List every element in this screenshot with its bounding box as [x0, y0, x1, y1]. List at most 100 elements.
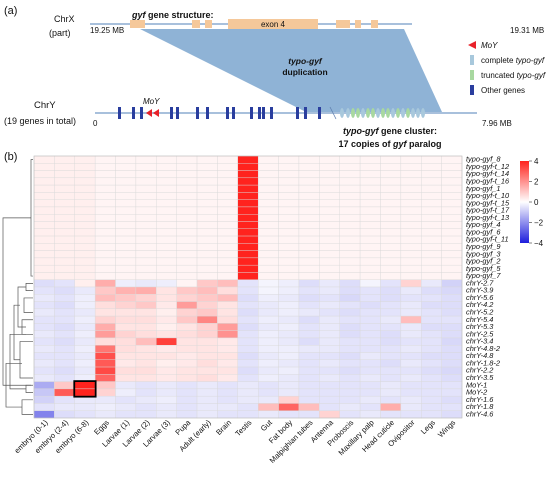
heatmap-cell: [319, 257, 340, 266]
heatmap-cell: [135, 395, 157, 404]
heatmap-cell: [33, 294, 55, 302]
heatmap-cell: [298, 192, 320, 200]
heatmap-cell: [217, 294, 239, 302]
heatmap-cell: [94, 199, 116, 208]
heatmap-cell: [257, 206, 279, 215]
heatmap-cell: [115, 170, 137, 179]
heatmap-cell: [74, 250, 96, 259]
heatmap-cell: [196, 264, 218, 273]
heatmap-cell: [339, 359, 361, 368]
heatmap-cell: [156, 163, 177, 171]
heatmap-cell: [400, 199, 422, 208]
heatmap-cell: [359, 366, 381, 375]
row-label: chrY-5.3: [466, 322, 494, 331]
dendrogram-branch: [25, 384, 33, 393]
heatmap-cell: [115, 177, 137, 186]
heatmap-cell: [196, 192, 218, 200]
heatmap-cell: [278, 155, 300, 164]
heatmap-cell: [33, 243, 55, 251]
cluster-break: [329, 106, 337, 120]
heatmap-cell: [54, 163, 75, 171]
heatmap-cell: [257, 177, 279, 186]
heatmap-cell: [33, 206, 55, 215]
heatmap-cell: [196, 359, 218, 368]
heatmap-cell: [196, 279, 218, 288]
heatmap-cell: [359, 323, 381, 331]
heatmap-cell: [135, 352, 157, 360]
heatmap-cell: [94, 221, 116, 229]
row-label: MoY-2: [466, 388, 487, 397]
heatmap-cell: [156, 330, 177, 339]
heatmap-cell: [278, 206, 300, 215]
heatmap-cell: [441, 184, 463, 193]
heatmap-cell: [400, 235, 422, 244]
heatmap-cell: [115, 294, 137, 302]
dendrogram-branch: [9, 333, 26, 390]
typo-gyf-gene: [381, 108, 385, 118]
heatmap-cell: [176, 163, 198, 171]
chrx-name: ChrX: [54, 14, 75, 24]
row-label: typo-gyf_4: [466, 220, 501, 229]
heatmap-cell: [115, 359, 137, 368]
column-label: Wings: [436, 418, 457, 439]
heatmap-cell: [217, 279, 239, 288]
heatmap-cell: [74, 301, 96, 310]
heatmap-cell: [319, 308, 340, 317]
heatmap-cell: [441, 228, 463, 237]
heatmap-cell: [115, 330, 137, 339]
colorbar: [520, 161, 529, 243]
heatmap-cell: [400, 301, 422, 310]
other-gene: [176, 107, 179, 119]
heatmap-cell: [319, 184, 340, 193]
heatmap-cell: [94, 359, 116, 368]
heatmap-cell: [217, 272, 239, 280]
heatmap-cell: [400, 243, 422, 251]
heatmap-cell: [156, 337, 177, 346]
heatmap-cell: [115, 199, 137, 208]
highlight-box: [73, 380, 97, 398]
heatmap-cell: [74, 192, 96, 200]
heatmap-cell: [359, 374, 381, 382]
heatmap-cell: [237, 366, 259, 375]
row-label: typo-gyf-t_16: [466, 177, 510, 186]
heatmap-cell: [196, 235, 218, 244]
heatmap-cell: [278, 250, 300, 259]
heatmap-cell: [237, 308, 259, 317]
heatmap-cell: [441, 315, 463, 324]
heatmap-cell: [135, 199, 157, 208]
typo-gyf-gene: [406, 108, 410, 118]
heatmap-cell: [237, 315, 259, 324]
heatmap-cell: [400, 228, 422, 237]
heatmap-cell: [237, 345, 259, 353]
heatmap-cell: [278, 359, 300, 368]
heatmap-cell: [441, 155, 463, 164]
heatmap-cell: [94, 395, 116, 404]
typo-gyf-gene: [386, 108, 390, 118]
heatmap-cell: [237, 221, 259, 229]
heatmap-cell: [33, 184, 55, 193]
heatmap-cell: [278, 388, 300, 397]
heatmap-cell: [441, 214, 463, 222]
exon: [192, 20, 200, 28]
heatmap-cell: [74, 155, 96, 164]
heatmap-cell: [156, 184, 177, 193]
heatmap-cell: [217, 228, 239, 237]
panel-a: (a) ChrX (part) 19.25 MB 19.31 MB gyf gene st…: [4, 5, 546, 149]
heatmap-cell: [135, 359, 157, 368]
row-label: typo-gyf_6: [466, 227, 501, 236]
heatmap-cell: [400, 374, 422, 382]
heatmap-cell: [339, 279, 361, 288]
heatmap-cell: [441, 395, 463, 404]
heatmap-cell: [176, 192, 198, 200]
heatmap-cell: [217, 214, 239, 222]
heatmap-cell: [339, 221, 361, 229]
heatmap-cell: [54, 359, 75, 368]
heatmap-cell: [359, 221, 381, 229]
panel-b: (b) typo-gyf_8typo-gyf-t_12typo-gyf-t_14t…: [2, 151, 544, 465]
row-label: typo-gyf-t_13: [466, 213, 510, 222]
heatmap-cell: [319, 366, 340, 375]
heatmap-cell: [278, 301, 300, 310]
heatmap-cell: [319, 155, 340, 164]
heatmap-cell: [380, 155, 402, 164]
heatmap-cell: [319, 228, 340, 237]
